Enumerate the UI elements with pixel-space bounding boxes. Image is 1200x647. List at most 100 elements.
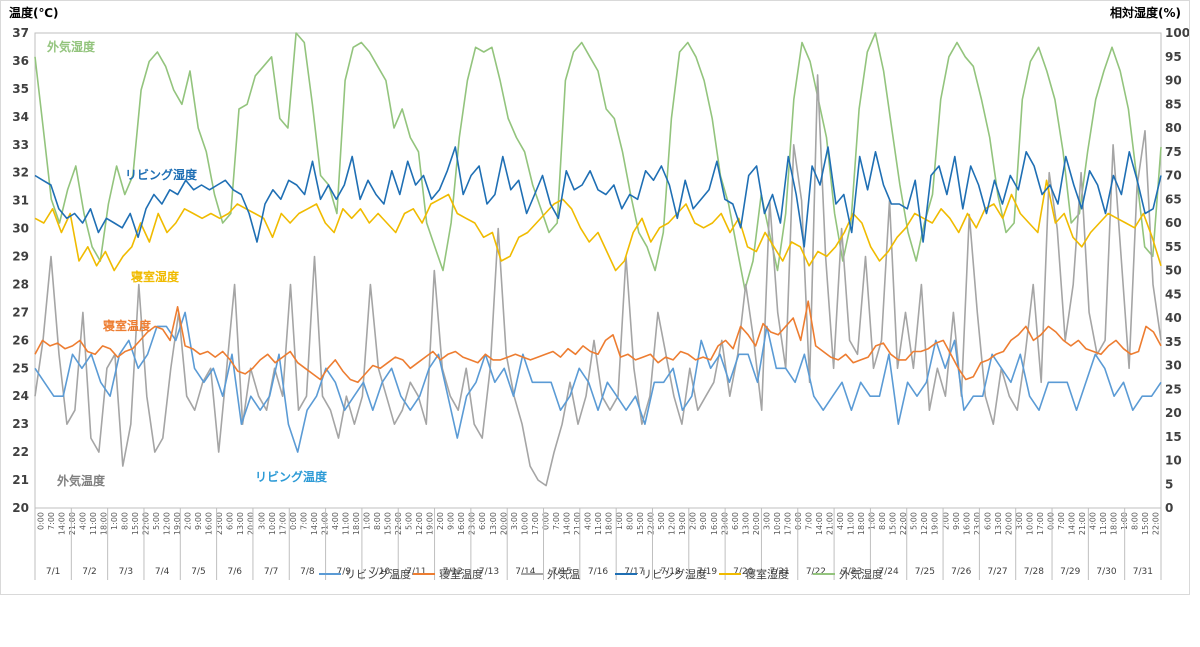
plot-area	[34, 32, 1162, 509]
x-hour-tick-label: 17:00	[783, 512, 792, 535]
x-hour-tick-label: 11:00	[847, 512, 856, 535]
x-hour-tick-label: 19:00	[678, 512, 687, 535]
x-hour-tick-label: 19:00	[173, 512, 182, 535]
legend: リビング温度 寝室温度 外気温 リビング湿度 寝室湿度 外気湿度	[319, 567, 883, 581]
x-day-tick-label: 7/21	[770, 567, 790, 577]
x-hour-tick-label: 11:00	[1099, 512, 1108, 535]
x-hour-tick-label: 0:00	[1047, 512, 1056, 530]
y-right-tick-label: 5	[1165, 477, 1173, 491]
x-hour-tick-label: 16:00	[962, 512, 971, 535]
x-hour-tick-label: 22:00	[141, 512, 150, 535]
x-day-tick-label: 7/30	[1096, 567, 1116, 577]
series-annotation: 外気湿度	[47, 39, 96, 54]
x-hour-tick-label: 16:00	[457, 512, 466, 535]
x-hour-tick-label: 23:00	[468, 512, 477, 535]
x-hour-tick-label: 16:00	[710, 512, 719, 535]
x-hour-tick-label: 8:00	[626, 512, 635, 530]
x-hour-tick-label: 6:00	[478, 512, 487, 530]
y-right-tick-label: 75	[1165, 145, 1182, 159]
x-hour-tick-label: 4:00	[78, 512, 87, 530]
x-hour-tick-label: 4:00	[583, 512, 592, 530]
x-hour-tick-label: 18:00	[1110, 512, 1119, 535]
x-hour-tick-label: 1:00	[362, 512, 371, 530]
x-hour-tick-label: 0:00	[36, 512, 45, 530]
x-hour-tick-label: 0:00	[794, 512, 803, 530]
chart-svg: 20 21 22 23 24 25 26 27 28 29 30 31 32 33 34 35 36 37 0 5 1…	[9, 5, 1190, 581]
x-day-tick-label: 7/25	[915, 567, 935, 577]
y-right-tick-label: 90	[1165, 74, 1182, 88]
series-annotation: 寝室湿度	[131, 269, 180, 284]
x-hour-tick-label: 5:00	[405, 512, 414, 530]
x-hour-tick-label: 8:00	[373, 512, 382, 530]
x-hour-tick-label: 9:00	[194, 512, 203, 530]
y-left-tick-label: 31	[12, 194, 29, 208]
x-hour-tick-label: 5:00	[657, 512, 666, 530]
x-hour-tick-label: 19:00	[931, 512, 940, 535]
y-left-tick-label: 29	[12, 250, 29, 264]
x-hour-tick-label: 6:00	[226, 512, 235, 530]
series-annotation: リビング温度	[255, 469, 328, 484]
y-left-tick-label: 21	[12, 473, 29, 487]
x-hour-tick-label: 14:00	[57, 512, 66, 535]
x-hour-tick-label: 20:00	[247, 512, 256, 535]
x-hour-tick-label: 2:00	[184, 512, 193, 530]
x-hour-tick-label: 18:00	[99, 512, 108, 535]
x-hour-tick-label: 8:00	[1131, 512, 1140, 530]
x-hour-tick-label: 10:00	[1025, 512, 1034, 535]
x-hour-tick-label: 7:00	[1057, 512, 1066, 530]
series-annotation: 外気温度	[57, 473, 106, 488]
x-hour-tick-label: 11:00	[594, 512, 603, 535]
x-day-tick-label: 7/22	[806, 567, 826, 577]
y-right-tick-label: 50	[1165, 264, 1182, 278]
x-hour-tick-label: 21:00	[320, 512, 329, 535]
y-right-tick-label: 85	[1165, 97, 1182, 111]
x-day-tick-label: 7/5	[191, 567, 205, 577]
x-hour-tick-label: 17:00	[1036, 512, 1045, 535]
x-hour-tick-label: 23:00	[973, 512, 982, 535]
x-hour-tick-label: 7:00	[299, 512, 308, 530]
y-right-tick-label: 15	[1165, 430, 1182, 444]
x-hour-tick-label: 4:00	[331, 512, 340, 530]
x-hour-tick-label: 1:00	[868, 512, 877, 530]
y-left-tick-label: 37	[12, 26, 29, 40]
y-left-tick-label: 33	[12, 138, 29, 152]
x-hour-tick-label: 15:00	[636, 512, 645, 535]
x-hour-tick-label: 20:00	[499, 512, 508, 535]
x-day-tick-label: 7/4	[155, 567, 170, 577]
x-hour-tick-label: 1:00	[110, 512, 119, 530]
x-hour-tick-label: 21:00	[1078, 512, 1087, 535]
x-day-tick-label: 7/18	[661, 567, 681, 577]
series-layer	[34, 32, 1162, 487]
x-day-tick-label: 7/19	[697, 567, 717, 577]
y-axis-title-left: 温度(℃)	[9, 5, 59, 20]
x-hour-tick-label: 4:00	[836, 512, 845, 530]
y-left-tick-label: 23	[12, 417, 29, 431]
x-hour-tick-label: 9:00	[699, 512, 708, 530]
x-hour-tick-label: 10:00	[773, 512, 782, 535]
y-left-tick-label: 22	[12, 445, 29, 459]
x-day-tick-label: 7/1	[46, 567, 60, 577]
y-right-tick-label: 55	[1165, 240, 1182, 254]
x-hour-tick-label: 13:00	[741, 512, 750, 535]
series-annotation: 寝室温度	[103, 318, 152, 333]
y-right-tick-label: 35	[1165, 335, 1182, 349]
y-axis-title-right: 相対湿度(%)	[1110, 5, 1181, 20]
x-hour-tick-label: 6:00	[731, 512, 740, 530]
x-hour-tick-label: 11:00	[89, 512, 98, 535]
x-hour-tick-label: 14:00	[310, 512, 319, 535]
y-left-tick-label: 34	[12, 110, 29, 124]
x-hour-tick-label: 20:00	[1004, 512, 1013, 535]
x-hour-tick-label: 12:00	[668, 512, 677, 535]
x-hour-tick-label: 7:00	[47, 512, 56, 530]
x-hour-tick-label: 3:00	[762, 512, 771, 530]
series-line-3	[34, 146, 1162, 248]
x-hour-tick-label: 10:00	[520, 512, 529, 535]
y-right-tick-label: 20	[1165, 406, 1182, 420]
x-hour-tick-label: 15:00	[131, 512, 140, 535]
x-day-tick-label: 7/10	[370, 567, 390, 577]
series-line-2	[34, 74, 1162, 487]
x-hour-tick-label: 14:00	[815, 512, 824, 535]
y-right-tick-label: 45	[1165, 287, 1182, 301]
x-day-tick-label: 7/20	[733, 567, 753, 577]
x-hour-tick-label: 18:00	[857, 512, 866, 535]
